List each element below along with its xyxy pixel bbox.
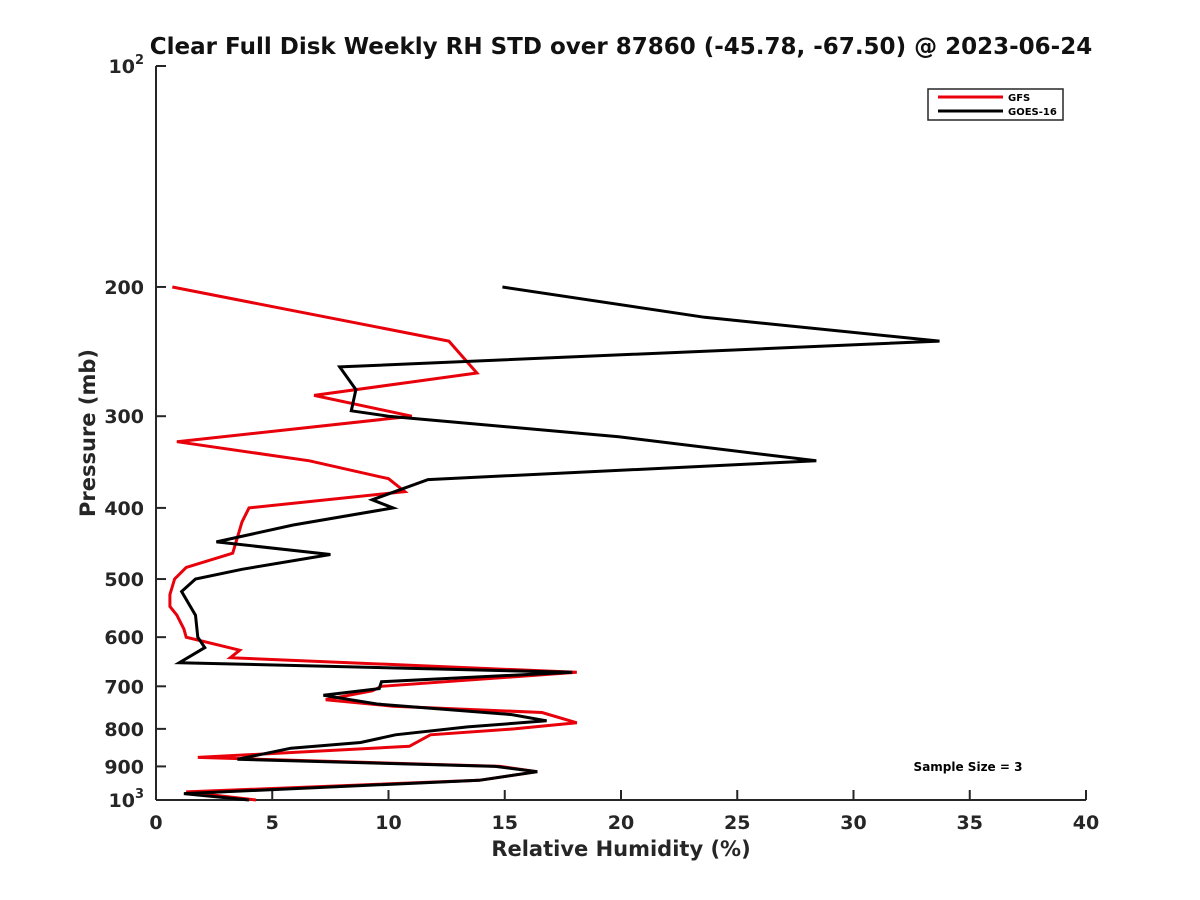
x-tick-label: 15 — [492, 812, 518, 834]
x-tick-label: 10 — [375, 812, 401, 834]
sample-size-annotation: Sample Size = 3 — [914, 760, 1023, 774]
x-tick-label: 25 — [724, 812, 750, 834]
y-tick-label: 400 — [104, 498, 144, 520]
x-tick-label: 5 — [266, 812, 279, 834]
chart-title: Clear Full Disk Weekly RH STD over 87860… — [150, 34, 1092, 60]
x-tick-label: 0 — [149, 812, 162, 834]
axes: 0 5 10 15 20 25 30 35 40 102 200 300 400 500 600 700 800… — [104, 53, 1099, 834]
legend-label: GFS — [1008, 93, 1030, 104]
series-line-gfs — [168, 285, 578, 802]
y-tick-label: 600 — [104, 627, 144, 649]
series-line-goes-16 — [174, 285, 940, 802]
y-tick-label: 700 — [104, 676, 144, 698]
x-tick-label: 35 — [957, 812, 983, 834]
y-tick-label: 103 — [109, 787, 145, 812]
x-tick-label: 40 — [1073, 812, 1099, 834]
x-axis-label: Relative Humidity (%) — [491, 837, 750, 861]
y-tick-label: 900 — [104, 756, 144, 778]
y-tick-label: 300 — [104, 406, 144, 428]
y-tick-label: 500 — [104, 569, 144, 591]
series-layer — [168, 285, 940, 802]
x-tick-label: 30 — [840, 812, 866, 834]
y-tick-label: 800 — [104, 719, 144, 741]
x-tick-label: 20 — [608, 812, 634, 834]
y-axis-label: Pressure (mb) — [76, 349, 100, 517]
y-tick-label: 200 — [104, 277, 144, 299]
legend-label: GOES-16 — [1008, 107, 1057, 118]
y-tick-label: 102 — [109, 53, 145, 78]
legend-box — [927, 88, 1064, 121]
legend: GFS GOES-16 — [927, 88, 1064, 121]
